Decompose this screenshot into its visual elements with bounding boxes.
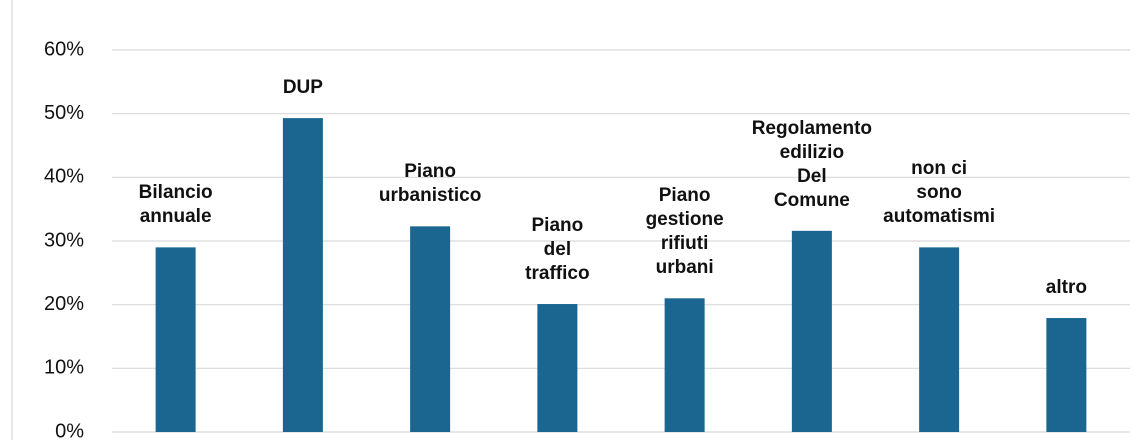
bar [282,118,323,432]
y-tick-label: 0% [55,420,84,440]
y-tick-label: 10% [44,357,84,379]
category-label: Piano gestione rifiuti urbani [645,185,724,279]
bar [919,247,960,432]
bar [791,230,832,432]
category-label: Piano urbanistico [378,161,482,207]
y-tick-label: 40% [44,166,84,188]
category-label: DUP [282,77,323,99]
category-label: altro [1045,277,1087,299]
bar [1046,318,1087,432]
y-tick-label: 30% [44,229,84,251]
category-label: Piano del traffico [525,215,590,285]
y-tick-label: 50% [44,102,84,124]
category-label: Bilancio annuale [138,182,213,228]
y-tick-label: 60% [44,38,84,60]
bar [155,247,196,432]
y-tick-label: 20% [44,293,84,315]
category-label: non ci sono automatismi [883,158,996,228]
bar [537,304,578,432]
bar [410,226,451,432]
bar [664,298,705,432]
category-label: Regolamento edilizio Del Comune [751,117,873,211]
